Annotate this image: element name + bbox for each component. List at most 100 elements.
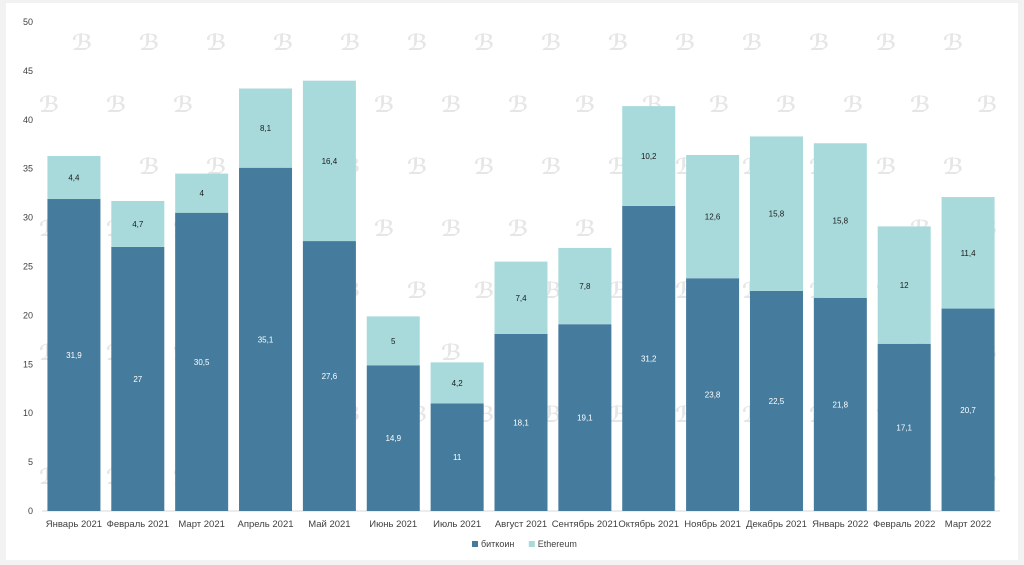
bar-bitcoin — [941, 308, 995, 511]
x-tick-label: Июнь 2021 — [369, 519, 417, 530]
watermark-mark: ℬ — [441, 216, 461, 241]
data-label: 5 — [391, 337, 396, 346]
data-label: 11 — [453, 453, 462, 462]
bar-ethereum — [366, 316, 420, 366]
x-tick-label: Март 2021 — [178, 519, 225, 530]
watermark-mark: ℬ — [273, 30, 293, 55]
watermark-mark: ℬ — [173, 92, 193, 117]
bar-ethereum — [302, 80, 356, 242]
watermark-mark: ℬ — [541, 30, 561, 55]
bar-bitcoin — [877, 343, 931, 511]
bar-ethereum — [175, 173, 229, 213]
y-tick-label: 0 — [28, 506, 33, 516]
data-label: 4,2 — [452, 379, 464, 388]
legend-label: биткоин — [481, 539, 514, 549]
x-tick-label: Апрель 2021 — [238, 519, 294, 530]
bar-ethereum — [686, 155, 740, 279]
y-tick-label: 45 — [23, 66, 33, 76]
bar-ethereum — [111, 200, 165, 247]
data-label: 15,8 — [833, 217, 849, 226]
y-tick-label: 35 — [23, 164, 33, 174]
data-label: 27,6 — [322, 372, 338, 381]
x-tick-label: Июль 2021 — [433, 519, 481, 530]
x-axis: Январь 2021 Февраль 2021 Март 2021 Апрель 2… — [46, 519, 992, 530]
data-label: 31,9 — [66, 351, 82, 360]
watermark-mark: ℬ — [474, 154, 494, 179]
legend: биткоин Ethereum — [472, 539, 577, 549]
watermark-mark: ℬ — [374, 216, 394, 241]
watermark-mark: ℬ — [575, 92, 595, 117]
watermark-mark: ℬ — [106, 92, 126, 117]
x-tick-label: Ноябрь 2021 — [684, 519, 741, 530]
watermark-mark: ℬ — [910, 92, 930, 117]
watermark-mark: ℬ — [407, 154, 427, 179]
watermark-mark: ℬ — [206, 30, 226, 55]
x-tick-label: Декабрь 2021 — [746, 519, 807, 530]
bar-bitcoin — [622, 205, 676, 511]
bar-ethereum — [47, 155, 101, 200]
x-tick-label: Май 2021 — [308, 519, 350, 530]
watermark-mark: ℬ — [876, 30, 896, 55]
data-label: 4,7 — [132, 220, 144, 229]
watermark-mark: ℬ — [139, 30, 159, 55]
y-tick-label: 15 — [23, 359, 33, 369]
bar-ethereum — [877, 226, 931, 344]
bar-ethereum — [558, 247, 612, 325]
bars: 31,9 4,4 27 4,7 30,5 4 35,1 8,1 27,6 16,4 14,9 5 11 4… — [47, 80, 995, 512]
legend-label: Ethereum — [538, 539, 577, 549]
watermark-mark: ℬ — [340, 30, 360, 55]
watermark-mark: ℬ — [675, 30, 695, 55]
y-tick-label: 10 — [23, 408, 33, 418]
watermark-mark: ℬ — [407, 30, 427, 55]
bar-bitcoin — [302, 241, 356, 511]
data-label: 27 — [133, 375, 142, 384]
watermark-mark: ℬ — [441, 92, 461, 117]
data-label: 17,1 — [896, 423, 912, 432]
bar-bitcoin — [813, 297, 867, 511]
data-label: 35,1 — [258, 335, 274, 344]
bar-ethereum — [749, 136, 803, 291]
data-label: 14,9 — [385, 434, 401, 443]
legend-swatch-ethereum — [528, 541, 535, 547]
data-label: 4 — [199, 189, 204, 198]
bar-bitcoin — [430, 403, 484, 511]
x-tick-label: Январь 2021 — [46, 519, 102, 530]
x-tick-label: Октябрь 2021 — [618, 519, 679, 530]
watermark-mark: ℬ — [508, 92, 528, 117]
watermark-mark: ℬ — [72, 30, 92, 55]
data-label: 11,4 — [961, 249, 977, 258]
bar-bitcoin — [686, 278, 740, 511]
watermark-mark: ℬ — [374, 92, 394, 117]
watermark-mark: ℬ — [943, 154, 963, 179]
watermark-mark: ℬ — [977, 92, 997, 117]
watermark-mark: ℬ — [843, 92, 863, 117]
watermark-mark: ℬ — [943, 30, 963, 55]
data-label: 16,4 — [322, 157, 338, 166]
data-label: 18,1 — [513, 418, 529, 427]
y-tick-label: 40 — [23, 115, 33, 125]
x-tick-label: Август 2021 — [495, 519, 547, 530]
x-tick-label: Февраль 2022 — [873, 519, 935, 530]
bar-bitcoin — [111, 246, 165, 511]
bar-bitcoin — [749, 290, 803, 511]
y-tick-label: 20 — [23, 310, 33, 320]
data-label: 19,1 — [577, 414, 593, 423]
watermark-mark: ℬ — [876, 154, 896, 179]
watermark-mark: ℬ — [742, 30, 762, 55]
watermark-mark: ℬ — [809, 30, 829, 55]
bar-ethereum — [430, 362, 484, 404]
data-label: 21,8 — [833, 400, 849, 409]
watermark-mark: ℬ — [709, 92, 729, 117]
bar-ethereum — [813, 143, 867, 298]
data-label: 12 — [900, 281, 909, 290]
data-label: 12,6 — [705, 213, 721, 222]
y-axis: 0 5 10 15 20 25 30 35 40 45 50 — [23, 17, 33, 516]
data-label: 10,2 — [641, 152, 657, 161]
data-label: 7,4 — [515, 294, 527, 303]
bar-ethereum — [239, 88, 293, 168]
bar-bitcoin — [366, 365, 420, 511]
x-tick-label: Сентябрь 2021 — [552, 519, 618, 530]
bar-bitcoin — [175, 212, 229, 511]
data-label: 15,8 — [769, 210, 785, 219]
